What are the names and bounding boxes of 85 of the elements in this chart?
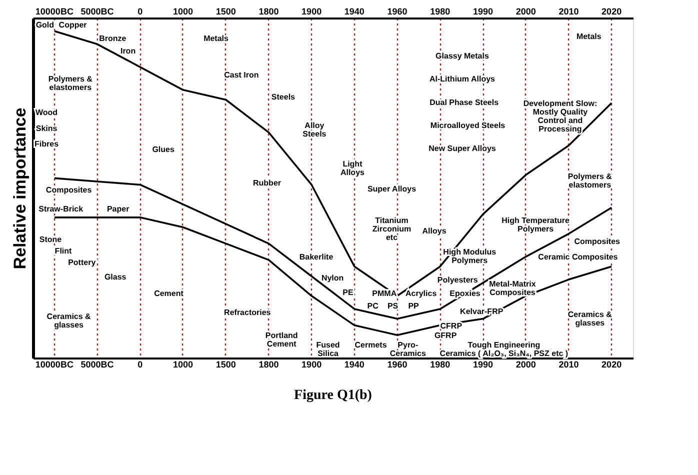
annotation: PC [367,301,379,310]
x-tick-label: 2000 [516,360,536,370]
annotation: Cermets [354,340,388,350]
annotation: Polyesters [437,275,478,284]
annotation: PS [387,301,399,310]
annotation: Ceramics & glasses [568,310,612,328]
annotation: Dual Phase Steels [430,98,500,108]
text: Gold [36,20,54,30]
annotation: Iron [120,46,136,56]
x-tick-label: 1990 [472,360,494,370]
annotation: New Super Alloys [428,144,496,154]
category-label: 1960 [387,6,408,16]
annotation: Cement [154,288,184,298]
x-tick-label: 1980 [430,360,450,370]
x-tick-label: 1500 [216,360,236,370]
annotation: Pottery [68,258,96,268]
x-tick-label: 0 [138,360,143,370]
annotation: Fibres [34,139,60,148]
text: Copper [58,20,87,30]
category-label: 2020 [602,6,622,16]
x-tick-label: 10000BC [35,360,74,370]
x-tick-label: 5000BC [80,360,114,370]
category-label: 1990 [472,6,494,16]
annotation: Glassy Metals [436,51,490,60]
category-label: 1900 [302,6,322,16]
annotation: Al-Lithium Alloys [429,74,496,84]
category-label: 1500 [216,6,236,16]
annotation: Alloys [422,226,447,236]
category-label: 1940 [344,6,364,16]
category-label: 10000BC [35,6,74,16]
annotation: Composites [574,237,621,246]
annotation: Super Alloys [367,184,417,194]
category-label: 1800 [258,6,279,16]
annotation: Metals [576,32,602,42]
annotation: Stone [39,235,62,244]
annotation: PE [342,288,354,297]
annotation: Microalloyed Steels [430,121,506,130]
annotation: Bronze [99,34,127,44]
annotation: Portland Cement [265,330,298,348]
y-axis-title: Relative importance [10,108,30,270]
x-tick-label: 2020 [602,360,622,370]
annotation: Metals [204,34,230,44]
x-tick-label: 2010 [558,360,579,370]
x-tick-label: 1940 [344,360,364,370]
x-tick-label: 1000 [172,360,194,370]
annotation: High Temperature Polymers [502,216,570,234]
annotation: Fused Silica [316,340,340,358]
x-tick-label: 1960 [387,360,408,370]
annotation: Pyro- Ceramics [390,340,426,358]
annotation: Rubber [253,178,282,188]
annotation: Light Alloys [340,160,366,178]
annotation: Development Slow: Mostly Quality Control and Processing [523,99,598,134]
annotation: GFRP [434,330,458,340]
category-label: 0 [138,6,143,16]
annotation: Polymers & elastomers [568,172,612,190]
x-tick-label: 1900 [302,360,322,370]
annotation: Tough Engineering Ceramics ( Al₂O₃, Si₃N₄, PSZ etc ) [440,340,568,358]
annotation: Acrylics [406,288,438,298]
annotation: Skins [36,124,58,134]
annotation: Metal-Matrix Composites [489,279,536,297]
category-label: 1000 [172,6,194,16]
annotation: Glass [104,272,127,282]
annotation: Cast Iron [224,70,259,80]
caption: Figure Q1(b) [294,388,372,403]
annotation: PP [408,301,420,310]
annotation: Steels [271,92,296,102]
annotation: Flint [54,246,72,256]
annotation: Glues [152,145,175,154]
x-tick-label: 1800 [258,360,279,370]
annotation: Titanium Zirconium etc [372,216,412,242]
annotation: Polymers & elastomers [48,74,93,92]
category-label: 1980 [430,6,450,16]
annotation: Alloy Steels [302,121,327,139]
category-label: 2010 [558,6,579,16]
annotation: Composites [46,185,92,194]
annotation: Paper [106,204,130,214]
category-label: 5000BC [80,6,114,16]
annotation: Nylon [321,274,344,283]
annotation: Bakerlite [299,252,334,262]
annotation: Ceramic Composites [538,252,618,262]
annotation: Ceramics & glasses [46,312,92,330]
category-label: 2000 [516,6,536,16]
annotation: Straw-Brick [38,204,84,214]
annotation: Wood [35,108,58,117]
annotation: Refractories [224,308,272,317]
